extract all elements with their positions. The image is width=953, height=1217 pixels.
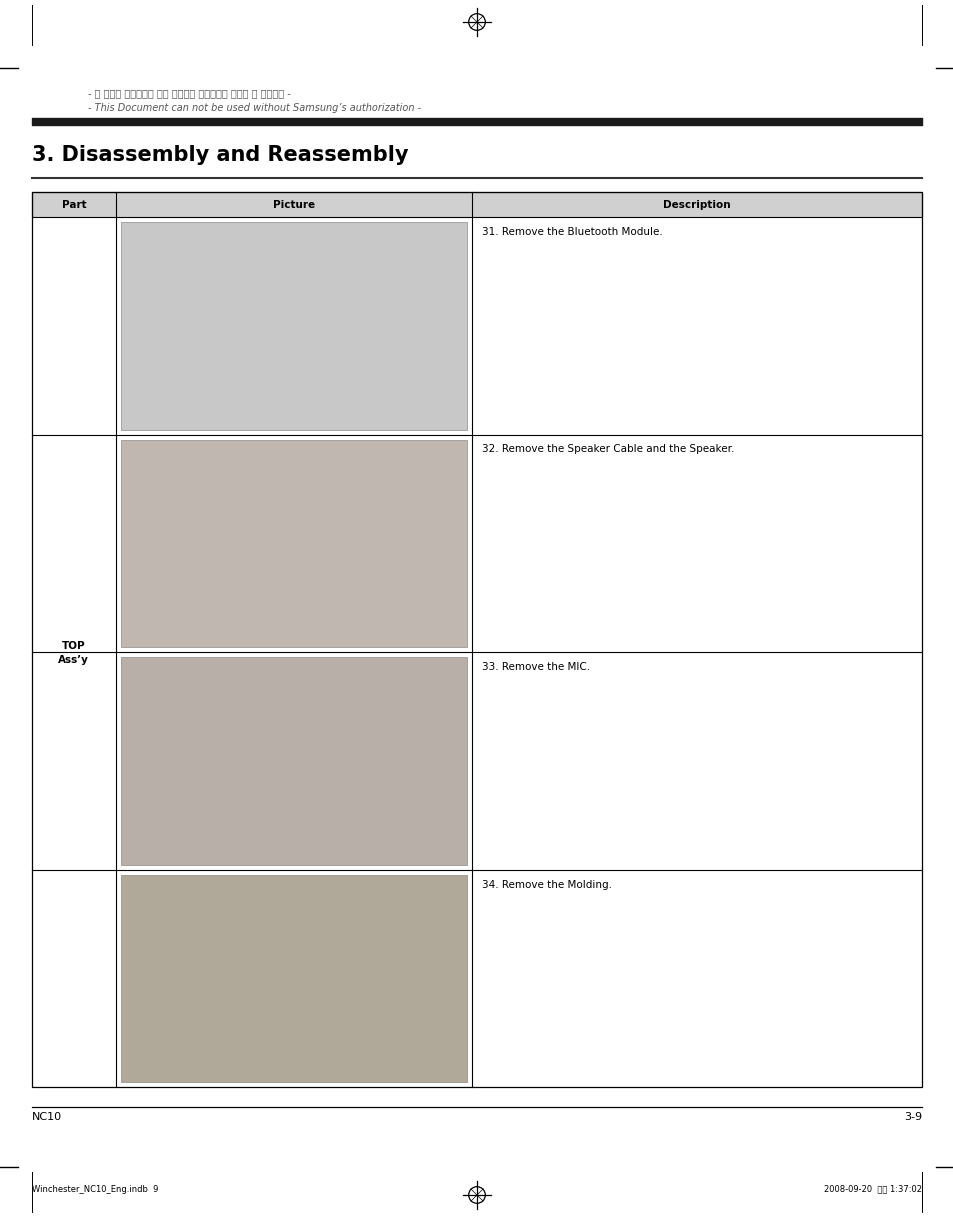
Bar — [120, 221, 466, 430]
Bar — [120, 657, 466, 864]
Text: - This Document can not be used without Samsung’s authorization -: - This Document can not be used without … — [88, 103, 420, 113]
Text: TOP: TOP — [62, 641, 86, 651]
Text: 32. Remove the Speaker Cable and the Speaker.: 32. Remove the Speaker Cable and the Spe… — [481, 444, 733, 454]
Text: 34. Remove the Molding.: 34. Remove the Molding. — [481, 880, 611, 890]
Text: Winchester_NC10_Eng.indb  9: Winchester_NC10_Eng.indb 9 — [32, 1184, 158, 1194]
Text: Description: Description — [662, 200, 730, 209]
Text: Picture: Picture — [273, 200, 314, 209]
Text: - 이 문서는 삼성전자의 기술 자산으로 승인자만이 사용할 수 있습니다 -: - 이 문서는 삼성전자의 기술 자산으로 승인자만이 사용할 수 있습니다 - — [88, 88, 291, 99]
Text: Part: Part — [61, 200, 86, 209]
Text: 2008-09-20  오후 1:37:02: 2008-09-20 오후 1:37:02 — [823, 1184, 921, 1194]
Text: NC10: NC10 — [32, 1112, 62, 1122]
Text: 31. Remove the Bluetooth Module.: 31. Remove the Bluetooth Module. — [481, 228, 661, 237]
Bar — [120, 439, 466, 647]
Bar — [32, 192, 921, 1087]
Text: Ass’y: Ass’y — [58, 655, 90, 664]
Bar — [120, 875, 466, 1082]
Text: 33. Remove the MIC.: 33. Remove the MIC. — [481, 662, 589, 672]
Bar — [32, 192, 921, 217]
Text: 3-9: 3-9 — [902, 1112, 921, 1122]
Text: 3. Disassembly and Reassembly: 3. Disassembly and Reassembly — [32, 145, 408, 166]
